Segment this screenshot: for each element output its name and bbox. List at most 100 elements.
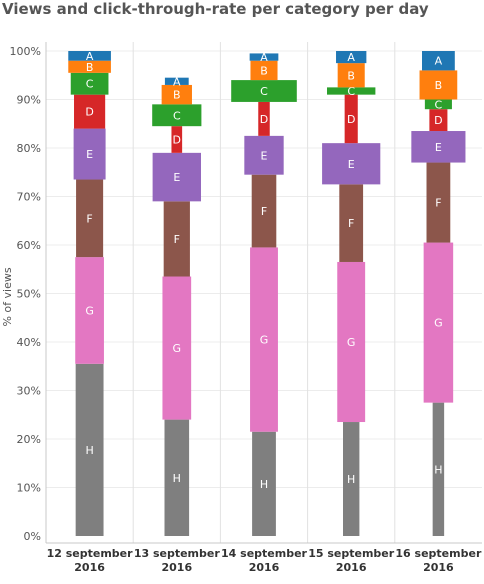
bar-label-b: B (173, 89, 181, 102)
y-tick-label: 90% (17, 94, 41, 107)
bar-label-g: G (347, 336, 356, 349)
bar-label-e: E (261, 149, 268, 162)
bar-segment-e (322, 143, 381, 185)
bar-segment-e (411, 131, 466, 163)
bar-label-f: F (435, 197, 441, 210)
x-tick-label-line: 16 september (395, 547, 482, 560)
bar-segment-c (424, 99, 452, 110)
x-tick-label: 15 september 2016 (308, 547, 395, 574)
x-tick-label: 16 september 2016 (395, 547, 482, 574)
bar-label-d: D (260, 113, 268, 126)
x-tick-label-line: 2016 (161, 561, 192, 574)
bar-segment-b (68, 60, 111, 73)
bar-segment-a (422, 51, 455, 71)
y-tick-label: 100% (10, 45, 41, 58)
bar-segment-a (336, 51, 367, 64)
bar-label-f: F (261, 205, 267, 218)
bar-segment-d (171, 126, 183, 153)
bar-segment-a (68, 51, 111, 61)
x-tick-label-line: 2016 (423, 561, 454, 574)
bar-label-a: A (260, 51, 268, 64)
bar-segment-b (419, 70, 458, 100)
bar-segment-e (73, 128, 106, 180)
bar-segment-h (432, 402, 445, 536)
y-tick-label: 30% (17, 385, 41, 398)
bar-segment-f (163, 201, 190, 277)
bar-segment-c (70, 72, 109, 95)
bar-label-h: H (347, 473, 355, 486)
bar-label-e: E (173, 171, 180, 184)
x-tick-label-line: 2016 (249, 561, 280, 574)
bar-label-h: H (434, 463, 442, 476)
bar-segment-c (231, 80, 297, 102)
y-tick-label: 50% (17, 288, 41, 301)
bar-label-b: B (260, 64, 268, 77)
bar-segment-h (75, 363, 104, 536)
bar-label-d: D (173, 134, 181, 147)
bar-label-h: H (173, 472, 181, 485)
bar-segment-h (252, 431, 276, 536)
bar-label-f: F (86, 212, 92, 225)
bar-label-b: B (86, 61, 94, 74)
bar-label-c: C (173, 109, 181, 122)
bar-label-a: A (86, 50, 94, 63)
y-tick-label: 20% (17, 433, 41, 446)
x-tick-label-line: 14 september (221, 547, 308, 560)
bar-segment-f (339, 184, 364, 262)
bar-segment-f (76, 179, 104, 258)
x-tick-label-line: 13 september (134, 547, 221, 560)
x-tick-label: 12 september 2016 (47, 547, 134, 574)
bar-segment-g (337, 261, 366, 423)
bar-label-g: G (434, 317, 443, 330)
bar-label-c: C (347, 85, 355, 98)
bar-label-g: G (173, 342, 182, 355)
bar-segment-h (343, 422, 360, 536)
x-tick-label: 13 september 2016 (134, 547, 221, 574)
bar-label-a: A (435, 55, 443, 68)
y-tick-label: 10% (17, 482, 41, 495)
bar-label-h: H (260, 478, 268, 491)
bar-segment-g (75, 257, 104, 364)
bar-segment-f (426, 162, 451, 243)
y-tick-label: 80% (17, 142, 41, 155)
bar-segment-a (164, 77, 189, 85)
bar-label-g: G (260, 334, 269, 347)
x-tick-label-line: 2016 (74, 561, 105, 574)
bar-label-a: A (173, 75, 181, 88)
bar-label-a: A (347, 51, 355, 64)
bar-segment-d (344, 94, 358, 144)
bar-segment-d (74, 94, 106, 129)
bar-segment-b (161, 84, 192, 105)
x-tick-label-line: 15 september (308, 547, 395, 560)
x-tick-label: 14 september 2016 (221, 547, 308, 574)
bar-label-f: F (174, 233, 180, 246)
bar-segment-c (152, 104, 202, 127)
bar-segment-b (250, 60, 278, 81)
bar-segment-e (152, 152, 201, 202)
bar-label-b: B (435, 79, 443, 92)
bar-label-h: H (85, 444, 93, 457)
bar-segment-g (162, 276, 192, 420)
bar-label-d: D (434, 114, 442, 127)
bar-label-e: E (348, 158, 355, 171)
y-tick-label: 70% (17, 191, 41, 204)
bar-label-d: D (85, 106, 93, 119)
bar-label-g: G (85, 304, 94, 317)
bar-segment-a (249, 53, 279, 61)
bar-segment-c (327, 87, 376, 95)
bar-label-f: F (348, 217, 354, 230)
x-tick-label-line: 2016 (336, 561, 367, 574)
x-tick-label-line: 12 september (47, 547, 134, 560)
bar-segment-e (244, 135, 284, 175)
bar-label-e: E (435, 141, 442, 154)
bar-label-c: C (260, 85, 268, 98)
bar-label-b: B (347, 69, 355, 82)
bar-segment-g (423, 242, 454, 403)
y-axis-title: % of views (1, 267, 14, 326)
bar-label-e: E (86, 148, 93, 161)
bar-label-c: C (435, 98, 443, 111)
bar-segment-d (258, 101, 270, 136)
bar-segment-b (337, 63, 365, 88)
chart-title: Views and click-through-rate per categor… (2, 0, 429, 18)
